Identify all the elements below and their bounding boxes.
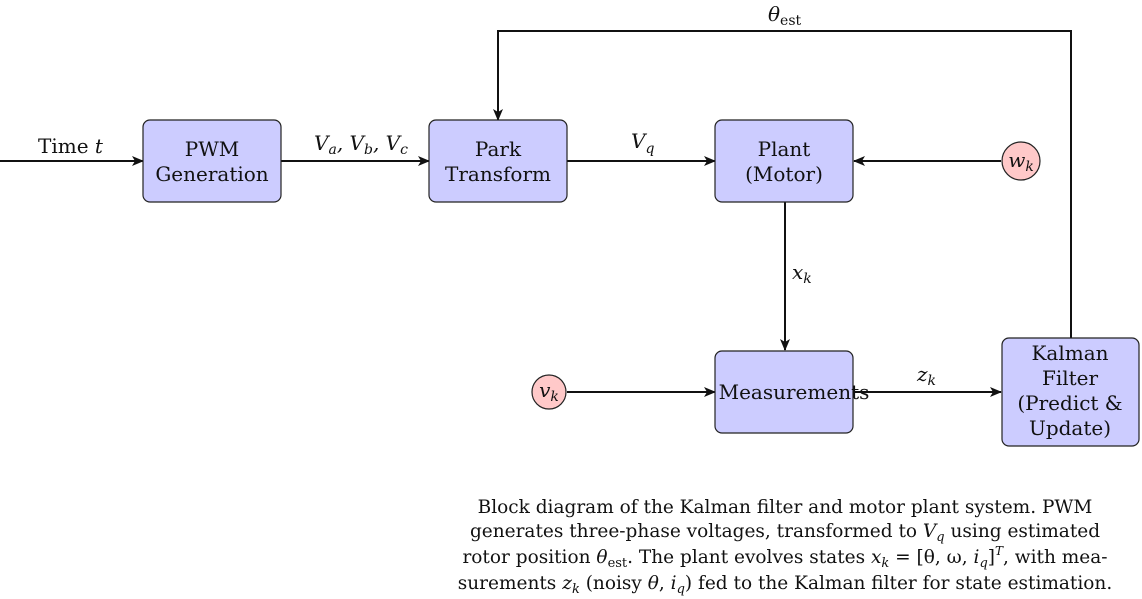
plant-line-1: Plant (758, 137, 811, 161)
pwm-generation-block: PWM Generation (142, 119, 282, 203)
kalman-line-1: Kalman (1031, 341, 1108, 365)
xk-label: xk (792, 260, 812, 287)
park-line-1: Park (475, 137, 522, 161)
pwm-line-2: Generation (155, 162, 268, 186)
kalman-filter-block: Kalman Filter (Predict & Update) (1001, 337, 1140, 447)
kalman-line-3: (Predict & (1017, 391, 1122, 415)
zk-label: zk (916, 362, 936, 389)
feedback-theta-est-arrow (493, 30, 1072, 338)
park-line-2: Transform (445, 162, 551, 186)
svg-text:wk: wk (1008, 148, 1034, 175)
plant-line-2: (Motor) (745, 162, 823, 186)
measurements-block: Measurements (714, 350, 870, 434)
caption-line-1: Block diagram of the Kalman filter and m… (477, 497, 1093, 518)
kalman-line-2: Filter (1042, 366, 1099, 390)
caption-line-3: rotor position θest. The plant evolves s… (462, 544, 1108, 571)
park-transform-block: Park Transform (428, 119, 568, 203)
process-noise-node: wk (1001, 141, 1041, 181)
vq-label: Vq (631, 129, 654, 157)
caption-line-4: surements zk (noisy θ, iq) fed to the Ka… (457, 573, 1113, 597)
pwm-line-1: PWM (185, 137, 240, 161)
kalman-line-4: Update) (1029, 416, 1111, 440)
measurement-noise-node: vk (531, 374, 567, 410)
svg-text:vk: vk (539, 378, 559, 405)
theta-est-label: θest (768, 2, 802, 29)
time-label: Time t (38, 134, 104, 158)
three-phase-voltages-label: Va, Vb, Vc (314, 131, 408, 158)
plant-motor-block: Plant (Motor) (714, 119, 854, 203)
caption-line-2: generates three-phase voltages, transfor… (469, 521, 1101, 545)
figure-caption: Block diagram of the Kalman filter and m… (432, 496, 1138, 598)
measurements-label: Measurements (719, 380, 870, 404)
